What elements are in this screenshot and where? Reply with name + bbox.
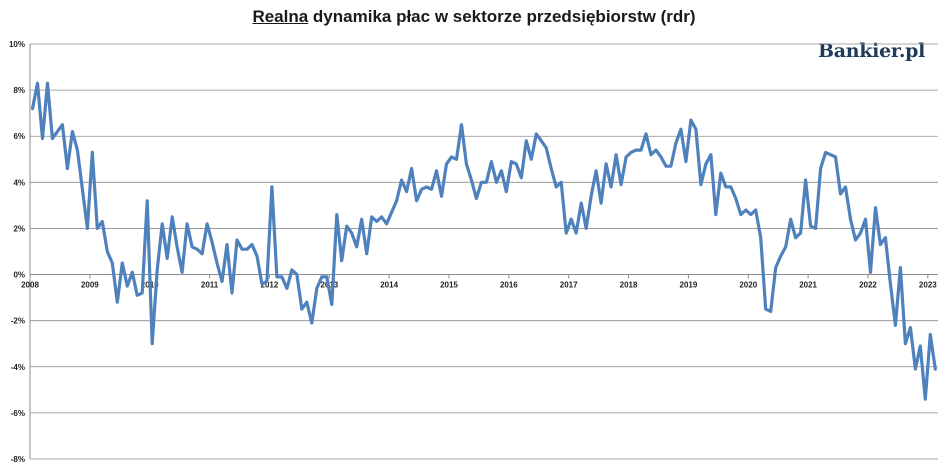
x-tick-label: 2017 xyxy=(560,281,578,290)
x-tick-label: 2015 xyxy=(440,281,458,290)
y-tick-label: -2% xyxy=(11,317,25,326)
chart-title: Realna dynamika płac w sektorze przedsię… xyxy=(0,7,948,27)
y-tick-label: 8% xyxy=(13,86,25,95)
x-tick-label: 2014 xyxy=(380,281,398,290)
y-tick-label: 2% xyxy=(13,224,25,233)
grid-layer xyxy=(30,43,938,460)
axis-layer xyxy=(29,44,938,459)
y-tick-label: 10% xyxy=(9,40,25,49)
series-layer xyxy=(30,81,937,401)
y-tick-label: -8% xyxy=(11,455,25,464)
x-tick-label: 2016 xyxy=(500,281,518,290)
x-tick-label: 2018 xyxy=(620,281,638,290)
y-tick-label: 4% xyxy=(13,178,25,187)
y-tick-label: 6% xyxy=(13,132,25,141)
x-tick-layer: 2008 2009 2010 2011 2012 2013 2014 2015 2016 2017… xyxy=(21,281,937,290)
x-tick-label: 2020 xyxy=(739,281,757,290)
chart-title-rest: dynamika płac w sektorze przedsiębiorstw… xyxy=(308,7,696,26)
y-tick-layer: 10% 8% 6% 4% 2% 0% -2% -4% -6% -8% xyxy=(9,40,25,464)
chart-title-underlined: Realna xyxy=(252,7,309,26)
x-tick-label: 2011 xyxy=(201,281,219,290)
y-tick-label: -6% xyxy=(11,409,25,418)
x-tick-label: 2012 xyxy=(261,281,279,290)
y-tick-label: 0% xyxy=(13,271,25,280)
series-line xyxy=(30,81,937,401)
x-tick-label: 2021 xyxy=(799,281,817,290)
x-tick-label: 2022 xyxy=(859,281,877,290)
x-tick-label: 2008 xyxy=(21,281,39,290)
x-tick-label: 2019 xyxy=(680,281,698,290)
x-tick-label: 2009 xyxy=(81,281,99,290)
bankier-logo: Bankier.pl xyxy=(818,40,926,62)
y-tick-label: -4% xyxy=(11,363,25,372)
x-tick-label: 2023 xyxy=(919,281,937,290)
